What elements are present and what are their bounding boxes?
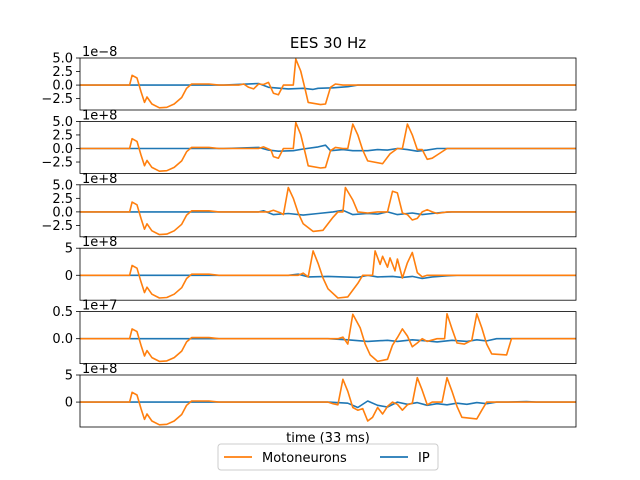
y-offset-label: 1e−8 [82, 45, 117, 60]
y-offset-label: 1e+8 [82, 108, 117, 123]
y-tick-label: 5 [65, 242, 73, 257]
legend-label-ip: IP [418, 451, 430, 466]
y-offset-label: 1e+8 [82, 362, 117, 377]
series-line-ip [80, 209, 576, 216]
y-tick-label: −2.5 [41, 219, 73, 234]
series-line-motoneurons [80, 376, 576, 426]
series-line-motoneurons [80, 121, 576, 172]
y-tick-label: 0.0 [52, 205, 73, 220]
axes-frame [79, 57, 577, 111]
x-axis-label: time (33 ms) [286, 431, 370, 446]
legend-frame [217, 443, 439, 471]
series-line-ip [80, 273, 576, 280]
subplot-5: 0.5 0.0 1e+7 [52, 299, 577, 365]
axes-frame [79, 374, 577, 428]
subplot-1: 5.02.50.0−2.5 1e−8 [41, 45, 577, 111]
y-tick-label: 0 [65, 396, 73, 411]
y-tick-label: 5.0 [52, 52, 73, 67]
subplot-3: 5.02.50.0−2.5 1e+8 [41, 172, 577, 238]
subplots: 5.02.50.0−2.51e−85.02.50.0−2.51e+85.02.5… [41, 45, 577, 428]
axes-frame [79, 184, 577, 238]
y-offset-label: 1e+8 [82, 172, 117, 187]
series-line-motoneurons [80, 58, 576, 109]
y-tick-label: −2.5 [41, 156, 73, 171]
subplot-2: 5.02.50.0−2.5 1e+8 [41, 108, 577, 174]
y-tick-label: 5.0 [52, 178, 73, 193]
y-offset-label: 1e+7 [82, 299, 117, 314]
series-line-motoneurons [80, 250, 576, 299]
y-tick-label: 5 [65, 369, 73, 384]
axes-frame [79, 311, 577, 365]
y-tick-label: 5.0 [52, 115, 73, 130]
series-line-motoneurons [80, 313, 576, 363]
y-tick-label: 2.5 [52, 65, 73, 80]
chart-title: EES 30 Hz [290, 34, 366, 52]
y-tick-label: 2.5 [52, 192, 73, 207]
legend-label-motoneurons: Motoneurons [262, 451, 347, 466]
y-tick-label: 0.0 [52, 332, 73, 347]
y-tick-label: 2.5 [52, 128, 73, 143]
y-offset-label: 1e+8 [82, 235, 117, 250]
subplot-6: 5 0 1e+8 [65, 362, 577, 428]
y-tick-label: 0.0 [52, 142, 73, 157]
y-tick-label: 0.0 [52, 79, 73, 94]
subplot-4: 5 0 1e+8 [65, 235, 577, 301]
legend: Motoneurons IP [217, 443, 439, 471]
axes-frame [79, 247, 577, 301]
series-line-motoneurons [80, 186, 576, 236]
y-tick-label: −2.5 [41, 92, 73, 107]
y-tick-label: 0.5 [52, 305, 73, 320]
axes-frame [79, 121, 577, 174]
y-tick-label: 0 [65, 269, 73, 284]
series-line-ip [80, 82, 576, 91]
